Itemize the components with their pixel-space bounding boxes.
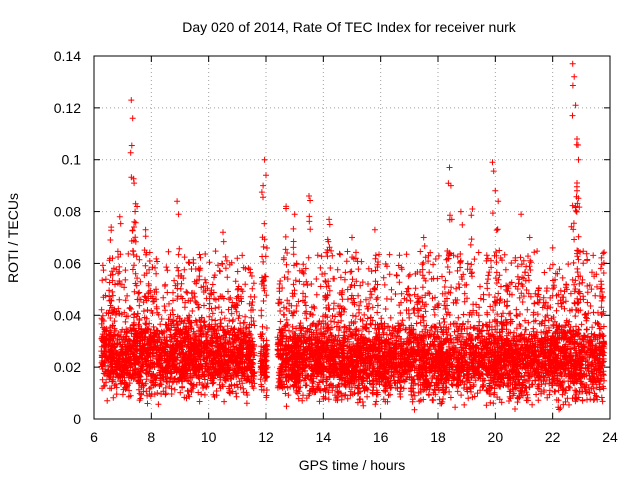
y-tick-label: 0.1 — [62, 152, 82, 168]
x-tick-label: 20 — [488, 429, 504, 445]
roti-points — [98, 60, 608, 413]
chart-title: Day 020 of 2014, Rate Of TEC Index for r… — [182, 19, 517, 35]
x-tick-label: 14 — [316, 429, 332, 445]
x-tick-label: 22 — [545, 429, 561, 445]
axis-ticks — [93, 55, 611, 420]
y-tick-label: 0.08 — [54, 204, 81, 220]
grid-lines — [94, 56, 610, 419]
y-tick-label: 0.04 — [54, 307, 81, 323]
y-tick-label: 0 — [73, 411, 81, 427]
x-tick-label: 24 — [602, 429, 618, 445]
y-tick-labels: 0 0.02 0.04 0.06 0.08 0.1 0.12 0.14 — [54, 48, 81, 427]
x-tick-label: 8 — [147, 429, 155, 445]
data-points — [98, 60, 608, 413]
y-axis-label: ROTI / TECUs — [5, 193, 21, 283]
y-tick-label: 0.06 — [54, 255, 81, 271]
x-tick-label: 18 — [430, 429, 446, 445]
x-axis-label: GPS time / hours — [299, 457, 406, 473]
x-tick-label: 12 — [258, 429, 274, 445]
x-tick-label: 6 — [90, 429, 98, 445]
y-tick-label: 0.14 — [54, 48, 81, 64]
x-tick-label: 16 — [373, 429, 389, 445]
y-tick-label: 0.12 — [54, 100, 81, 116]
y-tick-label: 0.02 — [54, 359, 81, 375]
x-tick-labels: 6 8 10 12 14 16 18 20 22 24 — [90, 429, 618, 445]
x-tick-label: 10 — [201, 429, 217, 445]
plot-frame — [93, 55, 611, 420]
